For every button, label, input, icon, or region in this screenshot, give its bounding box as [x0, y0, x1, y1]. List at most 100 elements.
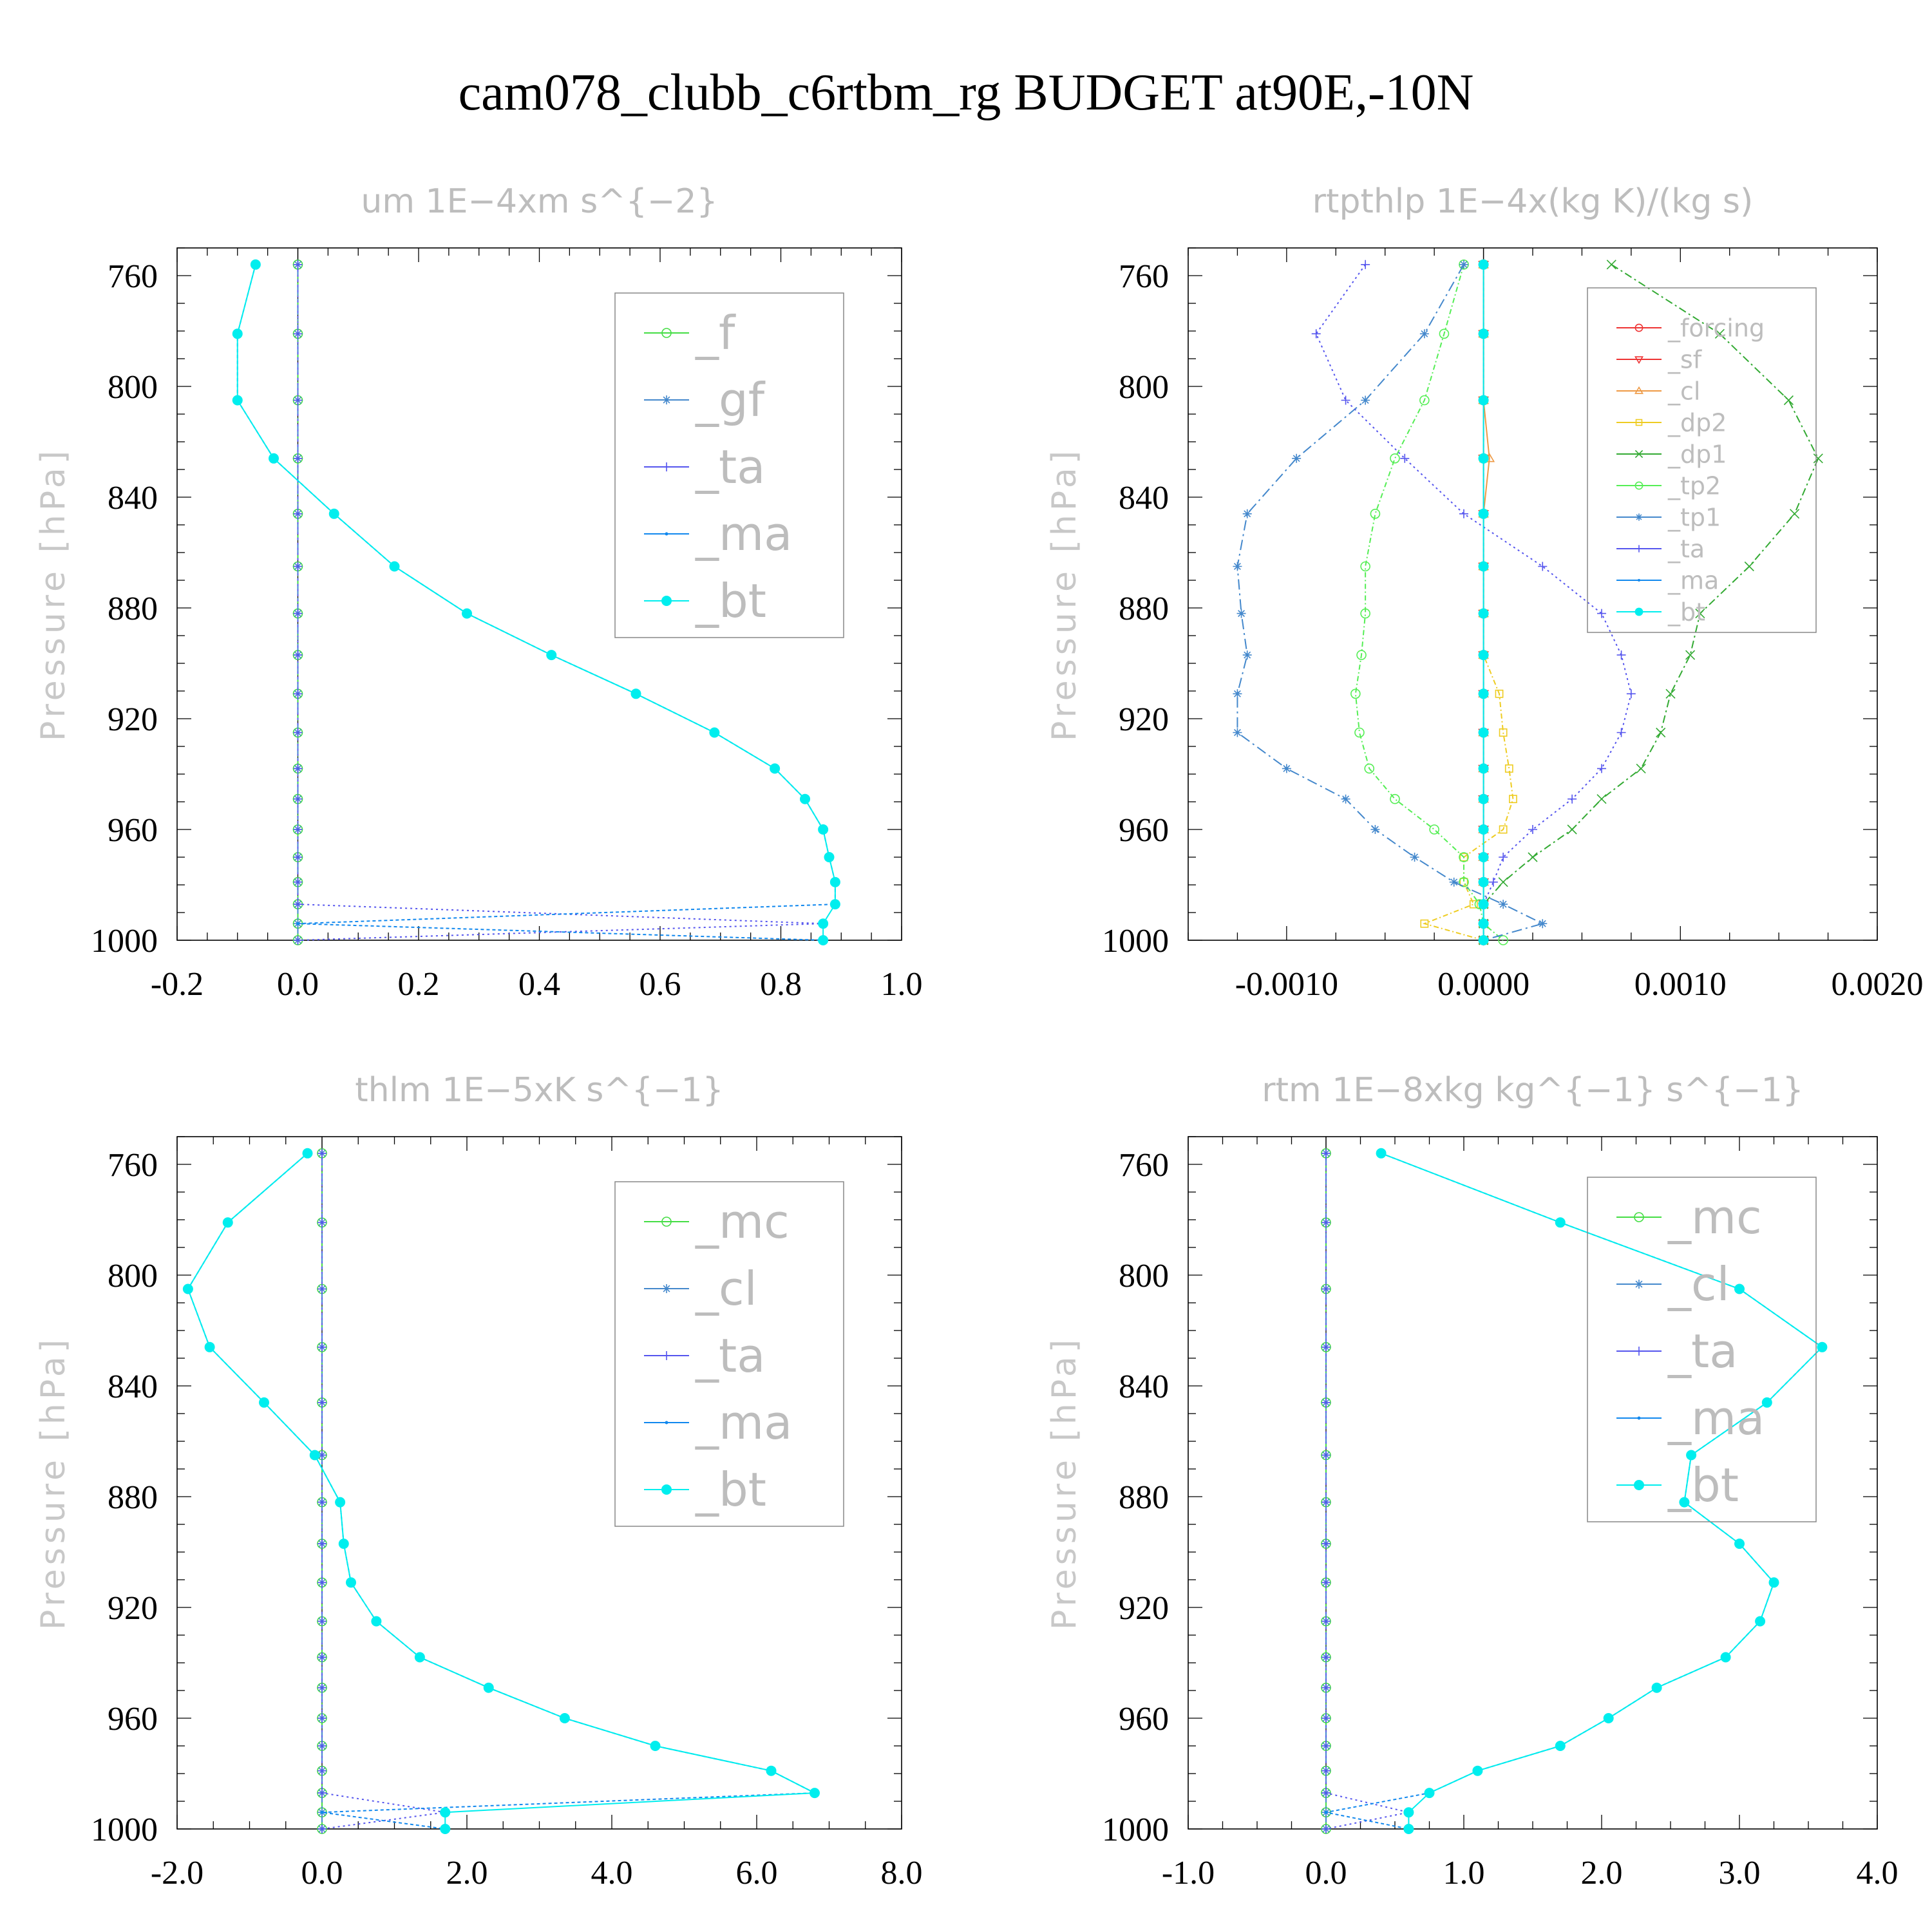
cross-marker	[1606, 260, 1616, 270]
filled-marker	[1403, 1807, 1414, 1818]
y-tick-label: 1000	[91, 923, 158, 960]
filled-marker	[1478, 650, 1489, 661]
circle-marker	[1634, 1212, 1644, 1222]
circle-marker	[1370, 508, 1381, 519]
filled-marker	[335, 1497, 346, 1508]
dot-marker	[1637, 1416, 1641, 1420]
chart-panel-4: rtm 1E−8xkg kg^{−1} s^{−1} Pressure [hPa]…	[1045, 1071, 1899, 1891]
dot-marker	[665, 532, 668, 536]
series-bt	[1478, 259, 1489, 945]
circle-marker	[1356, 650, 1367, 660]
y-tick-label: 760	[1119, 258, 1169, 295]
x-tick-label: 0.0010	[1634, 966, 1727, 1003]
filled-marker	[1478, 453, 1489, 464]
plus-marker	[317, 1788, 327, 1798]
star-marker	[1634, 1280, 1643, 1289]
legend-label: _ta	[1667, 1324, 1738, 1378]
filled-marker	[1768, 1577, 1779, 1588]
y-tick-label: 1000	[1102, 923, 1169, 960]
legend-label: _ma	[695, 507, 792, 561]
filled-marker	[630, 688, 641, 699]
circle-marker	[1634, 323, 1643, 332]
plus-marker	[1635, 545, 1643, 553]
x-tick-label: 0.4	[518, 966, 560, 1003]
plus-marker	[1626, 689, 1636, 699]
filled-marker	[661, 1484, 672, 1495]
filled-marker	[346, 1577, 356, 1588]
filled-marker	[661, 596, 672, 606]
triangle-up-marker	[1634, 386, 1643, 394]
plus-marker	[293, 260, 303, 269]
filled-marker	[1679, 1497, 1690, 1508]
plus-marker	[293, 794, 303, 804]
series-dp1	[1479, 260, 1823, 945]
plus-marker	[293, 689, 303, 699]
legend-label: _f	[695, 306, 736, 360]
plus-marker	[293, 609, 303, 618]
plus-marker	[293, 728, 303, 737]
legend: _f _gf _ta _ma _bt	[614, 292, 844, 638]
legend-label: _mc	[695, 1195, 790, 1249]
x-tick-label: 8.0	[881, 1855, 923, 1891]
triangle-down-marker	[1634, 356, 1643, 365]
filled-marker	[1817, 1341, 1828, 1352]
plus-marker	[317, 1653, 327, 1662]
star-marker	[1236, 609, 1246, 618]
filled-marker	[810, 1788, 820, 1799]
legend-label: _cl	[1667, 1257, 1730, 1311]
cross-marker	[1790, 509, 1800, 519]
square-marker	[1635, 419, 1643, 426]
x-tick-label: 1.0	[881, 966, 923, 1003]
chart-panel-2: rtpthlp 1E−4x(kg K)/(kg s) Pressure [hPa]…	[1045, 182, 1924, 1003]
cross-marker	[1596, 794, 1607, 804]
plus-marker	[317, 1218, 327, 1227]
filled-marker	[1478, 763, 1489, 774]
y-tick-label: 840	[108, 1368, 158, 1405]
filled-marker	[1555, 1217, 1566, 1228]
legend-label: _gf	[695, 373, 766, 427]
filled-marker	[483, 1682, 494, 1693]
star-marker	[1242, 650, 1252, 660]
x-tick-label: 0.8	[760, 966, 802, 1003]
plus-marker	[1321, 1714, 1331, 1723]
plus-marker	[1321, 1824, 1331, 1833]
x-tick-label: 0.0020	[1832, 966, 1924, 1003]
plus-marker	[1321, 1788, 1331, 1798]
plus-marker	[1488, 877, 1498, 887]
circle-marker	[1390, 793, 1400, 804]
filled-marker	[1478, 824, 1489, 835]
x-tick-label: 1.0	[1443, 1855, 1485, 1891]
plus-marker	[1321, 1148, 1331, 1158]
series-cl	[1478, 259, 1495, 944]
star-marker	[662, 1284, 671, 1293]
circle-marker	[661, 1217, 672, 1227]
series-line	[187, 1153, 817, 1829]
x-tick-label: 0.0	[1305, 1855, 1347, 1891]
dot-marker	[1638, 579, 1640, 582]
filled-marker	[259, 1397, 269, 1408]
series-ta	[1321, 1148, 1414, 1833]
panel-title: rtpthlp 1E−4x(kg K)/(kg s)	[1312, 182, 1754, 221]
filled-marker	[559, 1713, 570, 1723]
legend-label: _ma	[1667, 1391, 1765, 1445]
filled-marker	[1734, 1539, 1745, 1549]
filled-marker	[1478, 793, 1489, 804]
filled-marker	[302, 1148, 313, 1159]
legend: _forcing _sf _cl _dp2 _dp1 _tp2 _tp1 _ta _ma _bt	[1587, 287, 1817, 633]
y-tick-label: 800	[108, 1258, 158, 1294]
legend: _mc _cl _ta _ma _bt	[1587, 1177, 1817, 1522]
star-marker	[1292, 453, 1302, 463]
cross-marker	[1714, 328, 1725, 339]
plus-marker	[1567, 794, 1577, 804]
series-tp2	[1350, 259, 1508, 945]
square-marker	[1504, 764, 1513, 773]
filled-marker	[1734, 1283, 1745, 1294]
y-tick-label: 840	[1119, 1368, 1169, 1405]
filled-marker	[1478, 852, 1489, 862]
plus-marker	[1321, 1284, 1331, 1294]
filled-marker	[204, 1341, 215, 1352]
x-tick-label: 4.0	[1857, 1855, 1899, 1891]
y-tick-label: 760	[108, 1147, 158, 1184]
legend-label: _dp1	[1667, 440, 1727, 468]
y-axis-label: Pressure [hPa]	[1045, 447, 1084, 741]
